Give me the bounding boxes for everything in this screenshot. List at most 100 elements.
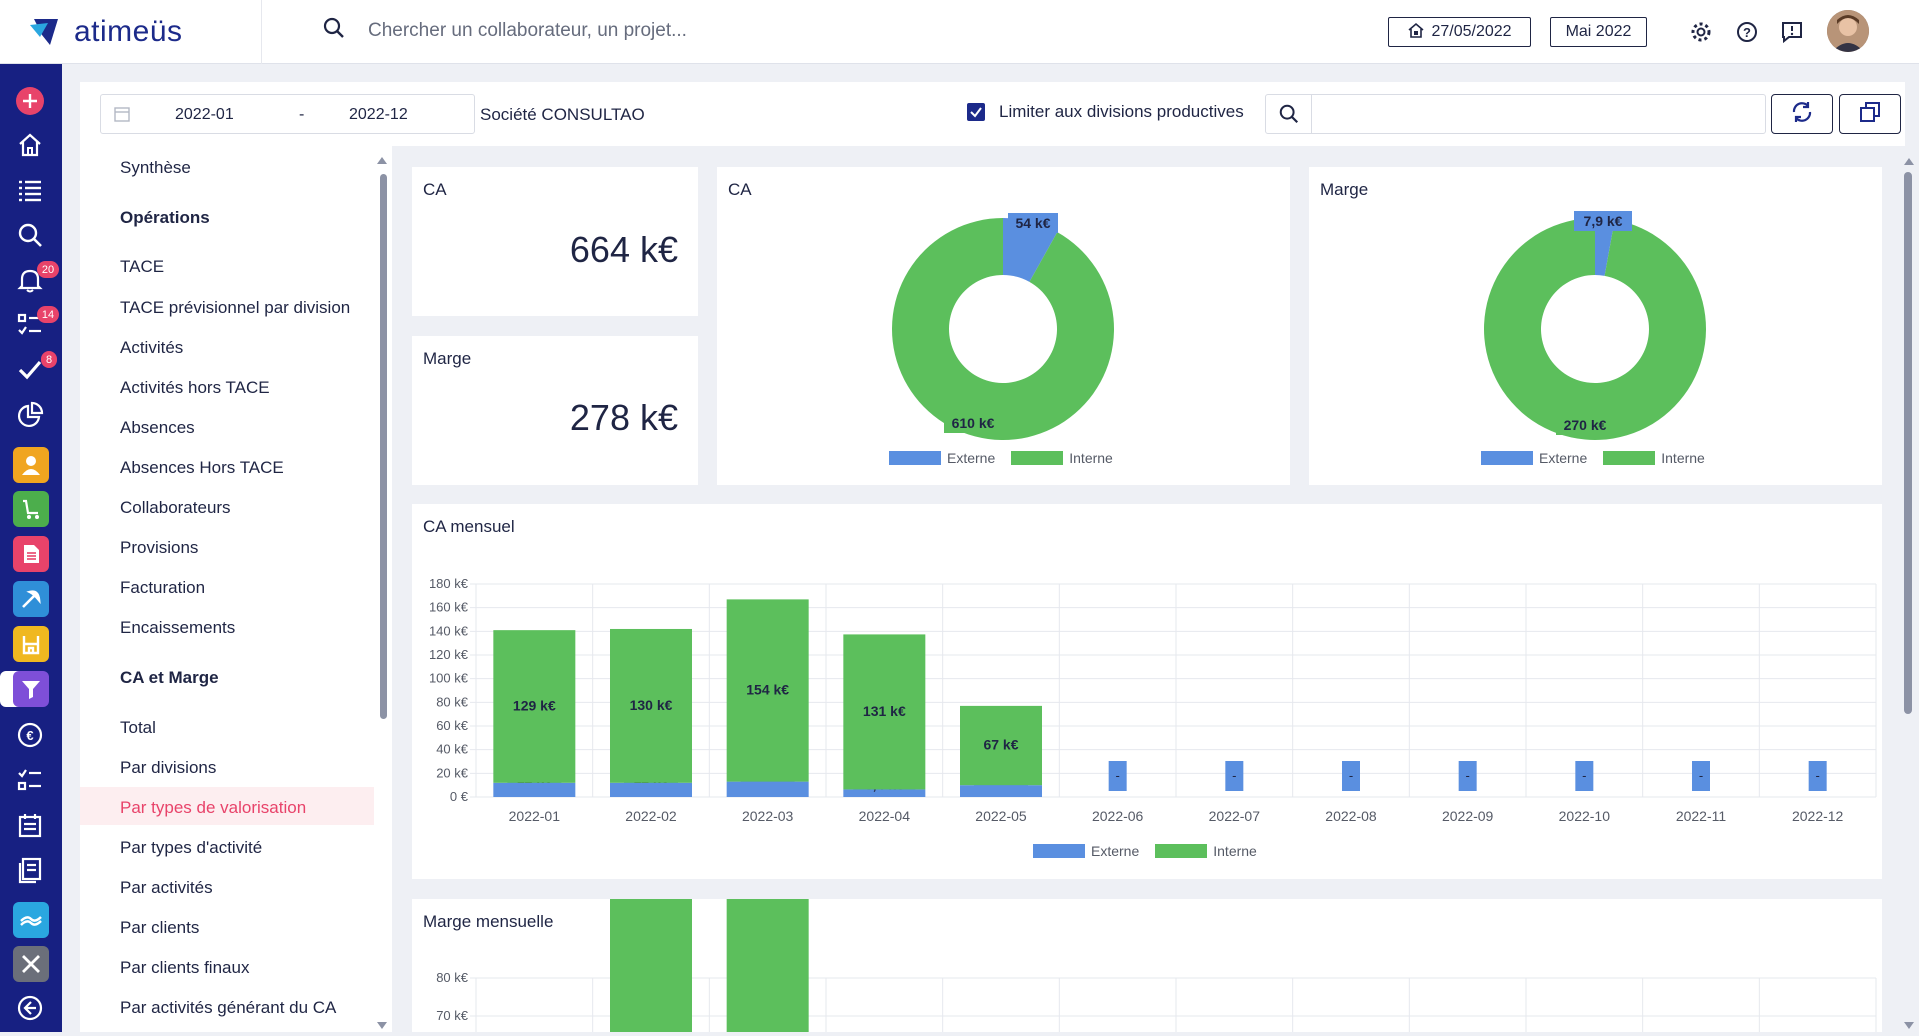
period-button[interactable]: Mai 2022 [1550,17,1647,47]
nav-item-activit-s-hors-tace[interactable]: Activités hors TACE [120,378,270,397]
nav-item-par-divisions[interactable]: Par divisions [120,758,217,777]
nav-item-par-activit-s-g-n-rant-du-ca[interactable]: Par activités générant du CA [120,998,337,1017]
date-separator: - [299,106,305,123]
calendar-icon[interactable] [11,806,49,844]
nav-item-encaissements[interactable]: Encaissements [120,618,236,637]
donut-slice-externe[interactable] [1003,218,1058,282]
nav-item-total[interactable]: Total [120,718,156,737]
tools-module-icon[interactable] [13,581,49,617]
bar-empty-marker[interactable] [1808,761,1827,791]
search-icon[interactable] [1266,95,1312,133]
building-module-icon[interactable] [13,626,49,662]
bar-empty-marker[interactable] [1108,761,1127,791]
filter-search-input[interactable] [1265,94,1766,134]
copy-icon [1858,100,1882,129]
main-scroll-up-icon[interactable] [1903,153,1915,171]
nav-item-absences-hors-tace[interactable]: Absences Hors TACE [120,458,284,477]
bar-empty-marker[interactable] [1458,761,1477,791]
duplicate-button[interactable] [1839,94,1901,134]
donut-slice-interne[interactable] [892,218,1114,440]
date-from[interactable]: 2022-01 [175,106,234,123]
limit-label: Limiter aux divisions productives [999,102,1244,121]
filter-module-icon[interactable] [13,671,49,707]
y-tick-label: 140 k€ [429,623,469,638]
nav-item-tace[interactable]: TACE [120,257,165,276]
bar-interne-2022-03[interactable] [726,899,809,1032]
donut-slice-interne[interactable] [1484,218,1706,441]
nav-scrollbar[interactable] [380,174,387,719]
nav-item-op-rations: Opérations [120,208,210,227]
cart-module-icon[interactable] [13,491,49,527]
bar-interne-2022-02[interactable] [610,628,692,783]
bar-interne-2022-04[interactable] [843,634,926,790]
marge-legend: Externe Interne [1481,450,1705,466]
nav-item-par-clients[interactable]: Par clients [120,918,200,937]
settings-tools-icon[interactable] [13,946,49,982]
analytics-icon[interactable] [11,396,49,434]
bar-interne-2022-02[interactable] [610,899,692,1032]
avatar[interactable] [1827,10,1869,52]
date-range-picker[interactable]: 2022-01 - 2022-12 [100,94,475,134]
check-icon[interactable]: 8 [11,351,57,389]
user-module-icon[interactable] [13,447,49,483]
main-scroll-down-icon[interactable] [1903,1018,1915,1036]
donut-value-label: 610 k€ [952,415,995,431]
nav-item-par-types-d-activit[interactable]: Par types d'activité [120,838,263,857]
bar-empty-marker[interactable] [1692,761,1710,791]
nav-item-par-clients-finaux[interactable]: Par clients finaux [120,958,250,977]
current-date-button[interactable]: 27/05/2022 [1388,17,1531,47]
search-nav-icon[interactable] [11,216,49,254]
nav-item-facturation[interactable]: Facturation [120,578,206,597]
nav-item-absences[interactable]: Absences [120,418,195,437]
bar-interne-2022-03[interactable] [726,599,809,782]
tasks-icon[interactable]: 14 [11,306,59,344]
nav-item-tace-pr-visionnel-par-division[interactable]: TACE prévisionnel par division [120,298,351,317]
y-tick-label: 0 € [450,789,469,804]
nav-item-provisions[interactable]: Provisions [120,538,199,557]
bar-interne-2022-05[interactable] [960,705,1042,786]
bar-interne-2022-01[interactable] [493,630,576,783]
y-tick-label: 180 k€ [429,576,469,591]
bar-empty-marker[interactable] [1342,761,1360,791]
nav-item-collaborateurs[interactable]: Collaborateurs [120,498,231,517]
scroll-up-icon[interactable] [376,152,388,170]
main-scrollbar[interactable] [1904,172,1912,714]
y-tick-label: 80 k€ [436,970,469,985]
y-tick-label: 70 k€ [436,1008,469,1023]
feedback-icon[interactable] [1780,20,1804,44]
nav-item-par-types-de-valorisation[interactable]: Par types de valorisation [120,798,307,817]
donut-slice-externe[interactable] [1595,218,1615,276]
handshake-module-icon[interactable] [13,902,49,938]
donut-value-label: 270 k€ [1564,417,1607,433]
bar-value-label: 131 k€ [863,703,906,719]
scroll-down-icon[interactable] [376,1018,388,1032]
document-module-icon[interactable] [13,536,49,572]
list-icon[interactable] [11,171,49,209]
bar-empty-marker[interactable] [1575,761,1594,791]
bell-icon[interactable]: 20 [11,261,59,299]
nav-item-par-activit-s[interactable]: Par activités [120,878,213,897]
bar-empty-marker[interactable] [1225,761,1244,791]
collapse-sidebar-icon[interactable] [11,989,49,1027]
help-icon[interactable]: ? [1735,20,1759,44]
brand-logo[interactable]: atimeüs [0,0,262,64]
nav-item-synth-se[interactable]: Synthèse [120,158,191,177]
global-search[interactable]: Chercher un collaborateur, un projet... [322,16,687,45]
date-to[interactable]: 2022-12 [349,106,408,123]
reports-icon[interactable] [11,851,49,889]
nav-item-activit-s[interactable]: Activités [120,338,184,357]
home-icon[interactable] [11,126,49,164]
marge-monthly-card: Marge mensuelle 60 k€70 k€80 k€ [412,899,1882,1032]
legend-label-interne: Interne [1661,450,1705,466]
gear-icon[interactable] [1689,20,1713,44]
y-tick-label: 160 k€ [429,600,469,615]
checkbox-checked-icon[interactable] [967,103,985,121]
euro-icon[interactable]: € [11,716,49,754]
bar-empty-label: - [1465,768,1469,783]
checklist-icon[interactable] [11,761,49,799]
add-button[interactable] [11,82,49,120]
limit-productive-checkbox[interactable]: Limiter aux divisions productives [967,102,1244,122]
search-icon[interactable] [322,16,346,45]
refresh-button[interactable] [1771,94,1833,134]
search-placeholder[interactable]: Chercher un collaborateur, un projet... [368,19,687,41]
